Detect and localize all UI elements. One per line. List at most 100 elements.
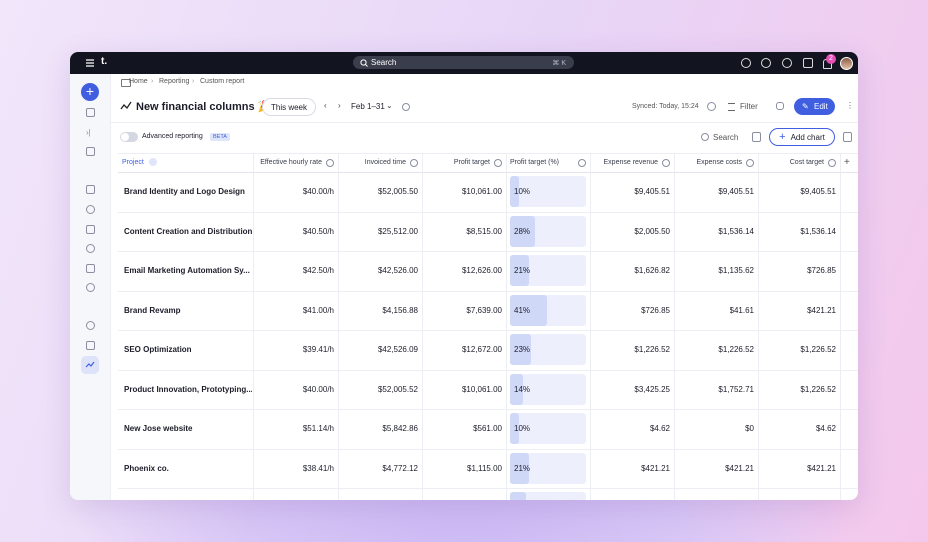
app-window: t. Search ⌘ K 2 + ›| Home › Reporting › <box>70 52 858 500</box>
row-line <box>118 290 858 292</box>
column-header[interactable]: Expense revenue <box>603 159 658 166</box>
nav-collapse[interactable]: ›| <box>86 128 91 137</box>
table-search[interactable]: Search <box>713 133 739 142</box>
value-cell: $1,536.14 <box>800 226 836 236</box>
value-cell: $39.41/h <box>302 345 334 354</box>
add-chart-button[interactable]: + Add chart <box>769 128 835 146</box>
export-icon[interactable] <box>843 132 852 142</box>
nav-home[interactable] <box>86 108 95 117</box>
percent-track <box>510 492 586 500</box>
sync-status: Synced: Today, 15:24 <box>632 103 699 110</box>
edit-button[interactable]: ✎ Edit <box>794 98 835 115</box>
breadcrumb-current: Custom report <box>200 78 245 85</box>
nav-reports-active[interactable] <box>81 356 99 374</box>
project-name[interactable]: Email Marketing Automation Sy... <box>124 266 250 275</box>
row-line <box>118 211 858 213</box>
search-shortcut: ⌘ K <box>552 60 566 67</box>
create-button[interactable]: + <box>81 83 99 101</box>
value-cell: $52,005.50 <box>377 187 418 196</box>
percent-bar <box>510 255 529 286</box>
value-cell: $421.21 <box>641 463 670 473</box>
percent-bar <box>510 334 531 365</box>
share-icon[interactable] <box>776 102 784 110</box>
nav-chat[interactable] <box>86 321 95 330</box>
notification-count: 2 <box>826 54 836 64</box>
value-cell: $1,226.52 <box>718 345 754 354</box>
advanced-toggle[interactable] <box>120 132 138 142</box>
value-cell: $1,226.52 <box>800 345 836 354</box>
project-name[interactable]: Phoenix co. <box>124 463 169 473</box>
value-cell: $726.85 <box>641 305 670 315</box>
percent-label: 21% <box>514 463 531 473</box>
columns-icon[interactable] <box>752 132 761 142</box>
project-name[interactable]: Product Innovation, Prototyping... <box>124 384 252 394</box>
value-cell: $9,405.51 <box>634 187 670 196</box>
info-icon <box>494 159 502 167</box>
nav-clients[interactable] <box>86 264 95 273</box>
timer-icon[interactable] <box>741 58 751 68</box>
project-name[interactable]: Brand Revamp <box>124 305 181 315</box>
date-dropdown[interactable]: ⌄ <box>386 101 393 110</box>
edit-icon: ✎ <box>802 102 809 111</box>
nav-calendar[interactable] <box>86 341 95 350</box>
value-cell: $10,061.00 <box>461 384 502 394</box>
info-icon <box>662 159 670 167</box>
menu-icon[interactable] <box>85 58 95 68</box>
value-cell: $38.41/h <box>302 463 334 473</box>
value-cell: $4.62 <box>649 424 670 433</box>
breadcrumb-home[interactable]: Home <box>129 78 148 85</box>
info-icon <box>410 159 418 167</box>
column-header[interactable]: Profit target (%) <box>510 159 560 166</box>
nav-people[interactable] <box>86 244 95 253</box>
project-name[interactable]: Content Creation and Distribution <box>124 226 252 236</box>
project-name[interactable]: SEO Optimization <box>124 345 192 354</box>
column-header[interactable]: Profit target <box>453 159 490 166</box>
percent-label: 10% <box>514 424 531 433</box>
date-range[interactable]: Feb 1–31 <box>351 102 385 111</box>
project-name[interactable]: Brand Identity and Logo Design <box>124 187 245 196</box>
value-cell: $2,005.50 <box>634 226 670 236</box>
value-cell: $4.62 <box>815 424 836 433</box>
logo: t. <box>101 56 108 67</box>
column-divider <box>590 153 591 500</box>
more-button[interactable]: ⋮ <box>846 101 854 110</box>
column-header[interactable]: Invoiced time <box>364 159 406 166</box>
value-cell: $421.21 <box>725 463 754 473</box>
period-button[interactable]: This week <box>262 98 316 116</box>
breadcrumb-reporting[interactable]: Reporting <box>159 78 190 85</box>
prev-button[interactable]: ‹ <box>324 101 327 110</box>
value-cell: $9,405.51 <box>718 187 754 196</box>
row-line <box>118 330 858 331</box>
value-cell: $51.14/h <box>302 424 334 433</box>
project-name[interactable]: New Jose website <box>124 424 193 433</box>
nav-timer[interactable] <box>86 205 95 214</box>
search-placeholder: Search <box>371 58 397 67</box>
report-icon <box>120 101 132 110</box>
nav-folder[interactable] <box>86 185 95 194</box>
column-header[interactable]: Expense costs <box>696 159 742 166</box>
column-header[interactable]: Effective hourly rate <box>260 159 322 166</box>
next-button[interactable]: › <box>338 101 341 110</box>
avatar[interactable] <box>840 57 853 70</box>
percent-label: 41% <box>514 305 531 315</box>
column-header[interactable]: Project <box>122 159 144 166</box>
apps-icon[interactable] <box>803 58 813 68</box>
nav-grid[interactable] <box>86 225 95 234</box>
search-box[interactable]: Search ⌘ K <box>353 56 574 69</box>
breadcrumb-separator: › <box>192 78 195 85</box>
filter-button[interactable]: Filter <box>740 102 758 111</box>
add-column-button[interactable]: + <box>844 157 850 168</box>
sidebar: + ›| <box>70 74 111 500</box>
percent-bar <box>510 492 526 500</box>
column-header[interactable]: Cost target <box>789 159 824 166</box>
nav-inbox[interactable] <box>86 147 95 156</box>
help-icon[interactable] <box>761 58 771 68</box>
value-cell: $421.21 <box>807 463 836 473</box>
sync-icon[interactable] <box>707 102 716 111</box>
nav-globe[interactable] <box>86 283 95 292</box>
value-cell: $41.61 <box>729 305 754 315</box>
value-cell: $4,156.88 <box>382 305 418 315</box>
feedback-icon[interactable] <box>782 58 792 68</box>
sort-icon[interactable] <box>149 158 157 166</box>
